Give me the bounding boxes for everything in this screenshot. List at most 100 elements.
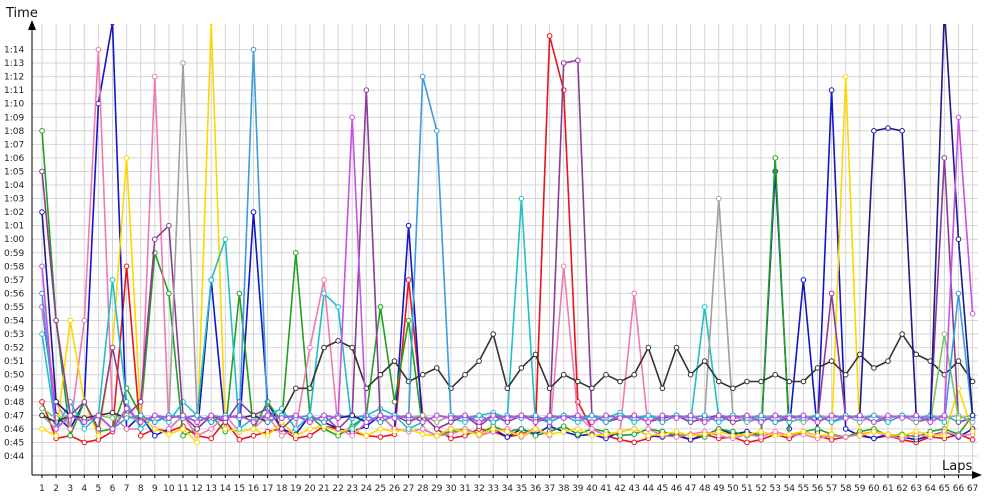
data-point (419, 412, 426, 419)
data-point (335, 426, 341, 432)
data-point (701, 431, 708, 438)
data-point (476, 431, 482, 438)
data-point (250, 412, 257, 419)
data-point (913, 412, 920, 419)
data-point (67, 412, 73, 419)
data-point (363, 419, 370, 425)
series-5 (39, 24, 976, 446)
data-point (95, 46, 102, 53)
data-point (462, 412, 468, 419)
data-point (405, 317, 412, 324)
x-tick-label: 37 (544, 484, 555, 494)
data-point (152, 432, 158, 439)
data-point (744, 439, 750, 446)
data-point (166, 415, 172, 421)
data-point (504, 434, 511, 440)
x-tick-label: 43 (628, 484, 639, 494)
x-tick-label: 15 (234, 484, 245, 494)
data-point (419, 371, 426, 378)
x-tick-label: 48 (699, 484, 711, 494)
data-point (969, 436, 976, 443)
y-tick-label: 1:06 (4, 154, 24, 164)
data-point (899, 432, 905, 439)
data-point (744, 412, 750, 419)
y-tick-label: 1:09 (4, 113, 24, 123)
data-point (800, 412, 807, 419)
data-point (969, 378, 976, 385)
x-tick-label: 60 (868, 484, 880, 494)
data-point (109, 426, 116, 432)
data-point (123, 415, 130, 421)
data-point (208, 435, 214, 442)
data-point (81, 399, 88, 405)
y-axis-arrow (28, 20, 36, 30)
data-point (772, 155, 779, 161)
data-point (560, 60, 567, 66)
x-axis-arrow (972, 471, 982, 479)
data-point (631, 371, 638, 378)
y-tick-label: 0:51 (4, 357, 24, 367)
data-point (814, 412, 821, 419)
data-point (941, 419, 948, 425)
data-point (532, 351, 539, 358)
data-point (772, 419, 779, 425)
y-tick-label: 1:01 (4, 222, 24, 232)
data-point (349, 114, 356, 121)
x-tick-label: 1 (39, 484, 45, 494)
data-point (758, 434, 764, 440)
data-point (137, 412, 144, 419)
x-tick-label: 45 (657, 484, 668, 494)
data-point (645, 419, 652, 425)
x-tick-label: 39 (572, 484, 584, 494)
data-point (166, 426, 172, 432)
x-tick-label: 3 (67, 484, 73, 494)
data-point (631, 431, 638, 438)
data-point (81, 439, 88, 446)
x-tick-label: 4 (81, 484, 87, 494)
data-point (941, 432, 948, 439)
data-point (899, 128, 905, 134)
data-point (377, 426, 384, 432)
data-point (95, 432, 102, 439)
data-point (518, 412, 525, 419)
y-tick-label: 0:57 (4, 276, 24, 286)
data-point (166, 290, 172, 297)
data-point (236, 412, 243, 419)
data-point (941, 155, 948, 161)
data-point (434, 419, 440, 425)
data-point (899, 415, 905, 421)
data-point (434, 426, 440, 432)
data-point (39, 128, 45, 134)
data-point (321, 412, 327, 419)
data-point (39, 331, 45, 337)
x-tick-label: 59 (854, 484, 866, 494)
data-point (67, 432, 73, 439)
data-point (208, 412, 214, 419)
data-point (913, 351, 920, 358)
y-tick-label: 0:55 (4, 303, 24, 313)
data-point (532, 426, 539, 432)
x-tick-label: 66 (953, 484, 965, 494)
data-point (39, 263, 45, 270)
data-point (53, 432, 59, 439)
data-point (349, 432, 356, 439)
data-point (264, 412, 271, 419)
data-point (673, 415, 680, 421)
data-point (603, 431, 609, 438)
data-point (631, 412, 638, 419)
data-point (335, 415, 341, 421)
y-tick-label: 1:00 (4, 235, 24, 245)
data-point (194, 419, 200, 425)
y-tick-label: 1:04 (4, 181, 24, 191)
x-tick-label: 23 (346, 484, 357, 494)
data-point (293, 432, 299, 439)
data-point (885, 431, 891, 438)
data-point (814, 365, 821, 371)
y-tick-label: 0:48 (4, 398, 24, 408)
x-tick-label: 42 (614, 484, 625, 494)
data-point (589, 412, 595, 419)
y-tick-label: 0:56 (4, 289, 24, 299)
data-point (504, 428, 511, 435)
data-point (448, 415, 454, 421)
